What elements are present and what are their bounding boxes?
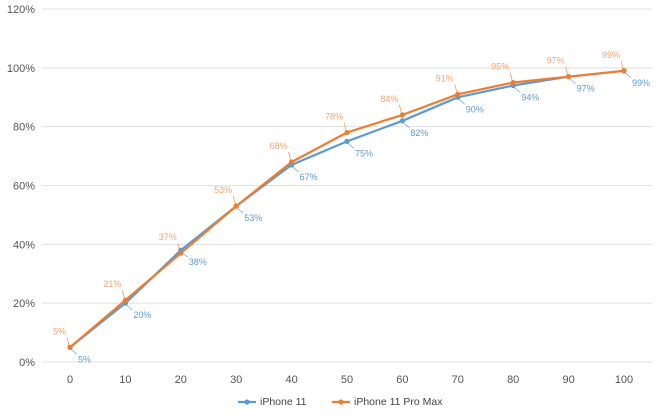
label-leader	[70, 349, 78, 355]
data-point	[399, 112, 405, 118]
data-point	[289, 159, 295, 165]
data-label-iphone-11-pro-max: 84%	[380, 94, 398, 104]
data-label-iphone-11: 90%	[466, 104, 484, 114]
label-leader	[177, 243, 181, 252]
data-point	[510, 79, 516, 86]
data-label-iphone-11: 97%	[577, 84, 595, 94]
grid-layer	[42, 8, 652, 363]
data-point	[122, 297, 128, 303]
data-labels: 5% 5% 20% 21% 38% 37% 53% 53% 67% 68% 75% 78% 82% 84%…	[53, 50, 650, 365]
series-line-iphone-11	[68, 69, 626, 349]
label-leader	[232, 196, 236, 205]
data-label-iphone-11-pro-max: 95%	[491, 62, 509, 72]
label-leader	[454, 84, 458, 93]
x-tick-label: 100	[615, 374, 633, 386]
data-label-iphone-11-pro-max: 91%	[436, 73, 454, 83]
x-tick-label: 10	[119, 374, 131, 386]
y-tick-label: 120%	[7, 4, 35, 16]
data-label-iphone-11-pro-max: 53%	[214, 185, 232, 195]
label-leader	[292, 166, 299, 173]
label-leader	[66, 337, 70, 346]
label-leader	[569, 78, 576, 84]
data-point	[178, 250, 184, 256]
data-label-iphone-11: 99%	[632, 78, 650, 88]
data-point	[344, 129, 350, 136]
x-tick-label: 50	[341, 374, 353, 386]
label-leader	[403, 122, 410, 129]
data-label-iphone-11: 82%	[410, 128, 428, 138]
data-label-iphone-11-pro-max: 99%	[602, 50, 620, 60]
legend-marker	[338, 399, 344, 405]
y-tick-label: 20%	[13, 298, 35, 310]
data-point	[233, 203, 239, 209]
data-label-iphone-11-pro-max: 68%	[270, 141, 288, 151]
x-tick-label: 40	[285, 374, 297, 386]
series-layer	[67, 68, 627, 350]
data-point	[67, 344, 73, 350]
label-leader	[347, 143, 355, 149]
legend-label: iPhone 11 Pro Max	[354, 396, 443, 408]
label-leader	[288, 151, 291, 161]
y-tick-label: 100%	[7, 63, 35, 75]
x-tick-label: 80	[507, 374, 519, 386]
x-tick-label: 90	[562, 374, 574, 386]
y-tick-label: 80%	[13, 122, 35, 134]
label-leader	[565, 66, 568, 75]
data-label-iphone-11: 53%	[244, 213, 262, 223]
label-leader	[126, 304, 133, 311]
legend-marker	[244, 399, 250, 405]
data-label-iphone-11-pro-max: 37%	[159, 232, 177, 242]
data-label-iphone-11-pro-max: 97%	[547, 56, 565, 66]
data-point	[621, 68, 627, 74]
legend-item: iPhone 11 Pro Max	[332, 396, 443, 408]
data-point	[566, 74, 572, 80]
label-leader	[237, 207, 244, 214]
data-label-iphone-11-pro-max: 5%	[53, 326, 66, 336]
data-label-iphone-11: 94%	[521, 92, 539, 102]
x-tick-label: 70	[452, 374, 464, 386]
label-leader	[620, 60, 624, 69]
legend-item: iPhone 11	[238, 396, 307, 408]
data-label-iphone-11: 20%	[133, 310, 151, 320]
x-axis-ticks: 0 10 20 30 40 50 60 70 80 90 100	[67, 374, 633, 386]
data-label-iphone-11-pro-max: 78%	[325, 112, 343, 122]
label-leader	[122, 290, 125, 299]
label-leader	[343, 122, 347, 131]
data-label-iphone-11: 5%	[78, 354, 91, 364]
x-tick-label: 60	[396, 374, 408, 386]
data-label-iphone-11: 75%	[355, 148, 373, 158]
data-point	[399, 118, 405, 124]
y-tick-label: 40%	[13, 239, 35, 251]
legend: iPhone 11 iPhone 11 Pro Max	[238, 396, 443, 408]
data-point	[455, 91, 461, 97]
label-leader	[509, 72, 513, 81]
data-label-iphone-11-pro-max: 21%	[103, 279, 121, 289]
legend-label: iPhone 11	[260, 396, 307, 408]
data-point	[344, 138, 350, 144]
y-tick-label: 60%	[13, 181, 35, 193]
x-tick-label: 0	[67, 374, 73, 386]
label-leader	[458, 99, 465, 105]
label-leader	[181, 251, 188, 258]
data-label-iphone-11: 38%	[189, 257, 207, 267]
y-tick-label: 0%	[19, 357, 35, 369]
x-tick-label: 30	[230, 374, 242, 386]
data-label-iphone-11: 67%	[300, 172, 318, 182]
label-leader	[514, 87, 521, 93]
label-leader	[399, 104, 402, 113]
y-axis-ticks: 0% 20% 40% 60% 80% 100% 120%	[7, 4, 35, 369]
x-tick-label: 20	[175, 374, 187, 386]
series-line-iphone-11-pro-max	[68, 69, 626, 349]
label-leader	[624, 72, 632, 79]
